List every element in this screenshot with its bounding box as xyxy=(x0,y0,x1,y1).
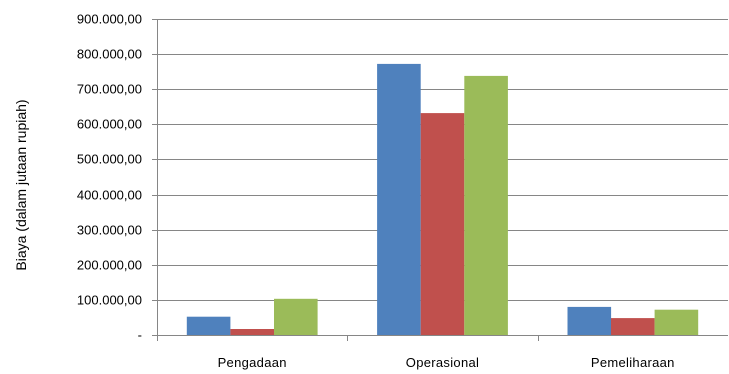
bar xyxy=(186,316,231,335)
bar xyxy=(567,306,612,335)
y-tick-label: 700.000,00 xyxy=(77,82,142,97)
bar xyxy=(274,298,318,335)
bars xyxy=(186,63,699,336)
bar xyxy=(611,318,655,335)
y-tick-label: 300.000,00 xyxy=(77,223,142,238)
x-category-label: Pemeliharaan xyxy=(591,355,675,370)
y-tick-label: 200.000,00 xyxy=(77,258,142,273)
x-category-label: Operasional xyxy=(406,355,479,370)
y-tick-label: 500.000,00 xyxy=(77,152,142,167)
y-tick-label: 900.000,00 xyxy=(77,12,142,27)
axes xyxy=(152,19,728,341)
bar xyxy=(230,329,274,335)
y-tick-label: - xyxy=(138,328,142,343)
labels: - 100.000,00 200.000,00 300.000,00 400.000,0… xyxy=(77,12,675,371)
y-tick-label: 600.000,00 xyxy=(77,117,142,132)
y-tick-label: 800.000,00 xyxy=(77,47,142,62)
x-category-label: Pengadaan xyxy=(218,355,287,370)
bar xyxy=(420,113,465,335)
y-tick-label: 400.000,00 xyxy=(77,188,142,203)
y-axis-title: Biaya (dalam jutaan rupiah) xyxy=(13,99,29,270)
bar xyxy=(377,63,421,336)
bar xyxy=(464,75,508,336)
y-tick-label: 100.000,00 xyxy=(77,293,142,308)
bar xyxy=(654,309,699,335)
